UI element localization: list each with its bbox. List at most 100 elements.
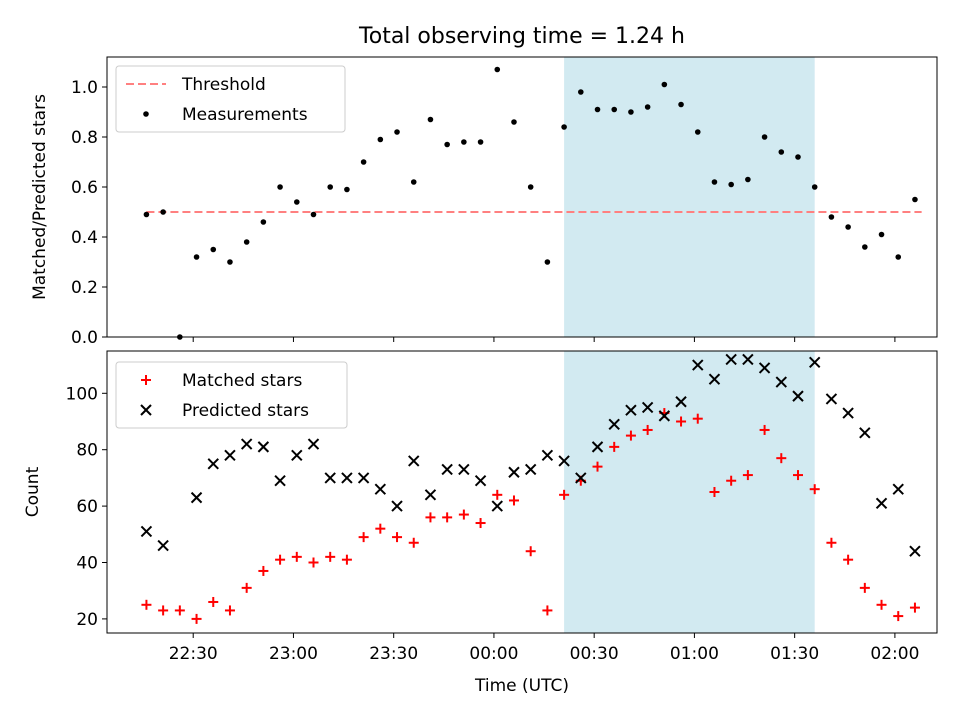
matched-star-point [191, 613, 202, 624]
predicted-star-point [842, 407, 854, 419]
matched-star-point [341, 554, 352, 565]
predicted-star-point [140, 525, 153, 538]
measurement-point [594, 106, 601, 113]
x-stroke-b [675, 396, 687, 408]
measurement-point [477, 139, 484, 145]
x-stroke-b [775, 376, 787, 388]
matched-star-point [642, 424, 653, 435]
matched-star-point [291, 551, 302, 562]
matched-star-point [676, 416, 687, 427]
x-stroke-b [909, 545, 921, 557]
bottom-axes-frame [106, 350, 938, 634]
top-legend: Threshold Measurements [115, 65, 346, 133]
highlight-band [564, 351, 815, 633]
top-panel: 0.0 0.2 0.4 0.6 0.8 1.0 Total observing time … [30, 24, 938, 348]
legend-label: Measurements [182, 105, 308, 125]
y-tick-label: 0.8 [71, 128, 98, 148]
x-stroke-b [708, 373, 721, 385]
matched-star-point [692, 413, 703, 424]
matched-star-point [241, 582, 252, 593]
matched-star-point [776, 453, 787, 464]
top-highlight-band-layer [564, 57, 815, 337]
x-tick-label: 23:00 [269, 644, 318, 664]
measurement-point [410, 179, 417, 185]
measurement-point [527, 184, 534, 190]
predicted-star-point [658, 410, 671, 422]
measurement-point [210, 246, 217, 253]
measurement-point [678, 101, 684, 108]
bottom-x-ticks: 22:30 23:00 23:30 00:00 00:30 01:00 01:30 02:00 [169, 633, 919, 664]
matched-star-point [308, 557, 319, 568]
x-tick-label: 22:30 [169, 644, 218, 664]
x-stroke-b [257, 441, 270, 453]
predicted-star-point [491, 500, 503, 512]
measurement-point [611, 106, 618, 113]
predicted-star-point [240, 438, 253, 450]
measurement-point [845, 224, 851, 230]
predicted-star-point [224, 449, 236, 462]
x-stroke-b [341, 472, 353, 484]
measurement-point [260, 219, 267, 225]
matched-star-point [625, 430, 636, 441]
x-stroke-b [190, 491, 203, 504]
x-axis-label: Time (UTC) [474, 676, 569, 696]
x-tick-label: 23:30 [369, 644, 418, 664]
measurement-point [828, 214, 835, 220]
x-stroke-b [374, 483, 387, 495]
measurement-point [293, 199, 300, 205]
predicted-star-point [591, 441, 604, 453]
predicted-star-point [875, 497, 888, 509]
measurement-point [912, 196, 918, 203]
predicted-star-point [508, 466, 520, 478]
matched-star-point [158, 605, 169, 616]
measurement-point [711, 179, 718, 185]
predicted-star-point [892, 483, 904, 495]
matched-star-point [475, 518, 486, 529]
matched-star-point [508, 495, 519, 506]
measurement-point [360, 159, 367, 165]
x-stroke-b [808, 356, 821, 368]
predicted-star-point [808, 356, 821, 368]
measurement-point [394, 129, 400, 135]
measurement-point [862, 244, 868, 250]
predicted-star-point [758, 362, 771, 374]
predicted-star-point [792, 390, 804, 402]
bottom-legend: Matched stars Predicted stars [115, 361, 348, 429]
measurement-point [895, 254, 902, 260]
x-stroke-b [625, 404, 637, 416]
matched-star-point [826, 537, 837, 548]
top-y-axis-label: Matched/Predicted stars [30, 94, 50, 300]
predicted-star-point [474, 475, 487, 487]
predicted-star-point [341, 472, 353, 484]
predicted-star-point [575, 472, 587, 484]
matched-star-point [408, 537, 419, 548]
x-stroke-b [491, 500, 503, 512]
predicted-star-point [859, 427, 871, 439]
x-stroke-b [224, 449, 236, 462]
x-stroke-b [140, 525, 153, 538]
predicted-star-point [190, 491, 203, 504]
predicted-star-point [391, 500, 403, 512]
matched-star-point [893, 611, 904, 622]
matched-star-point [876, 599, 887, 610]
predicted-star-point [541, 449, 554, 462]
legend-label: Threshold [181, 75, 266, 95]
measurement-point [243, 239, 250, 245]
measurement-point [761, 134, 768, 140]
measurement-point [143, 211, 150, 218]
predicted-star-point [742, 353, 754, 366]
x-stroke-b [658, 410, 671, 422]
predicted-star-point [441, 463, 453, 476]
x-stroke-b [558, 455, 570, 467]
x-tick-label: 01:00 [670, 644, 719, 664]
x-stroke-b [307, 438, 320, 450]
predicted-star-point [524, 463, 537, 476]
matched-star-point [442, 512, 453, 523]
predicted-star-point [357, 472, 370, 484]
x-stroke-b [725, 353, 737, 366]
predicted-star-point [775, 376, 787, 388]
x-stroke-b [474, 475, 487, 487]
x-stroke-b [825, 393, 838, 405]
matched-star-point [375, 523, 386, 534]
